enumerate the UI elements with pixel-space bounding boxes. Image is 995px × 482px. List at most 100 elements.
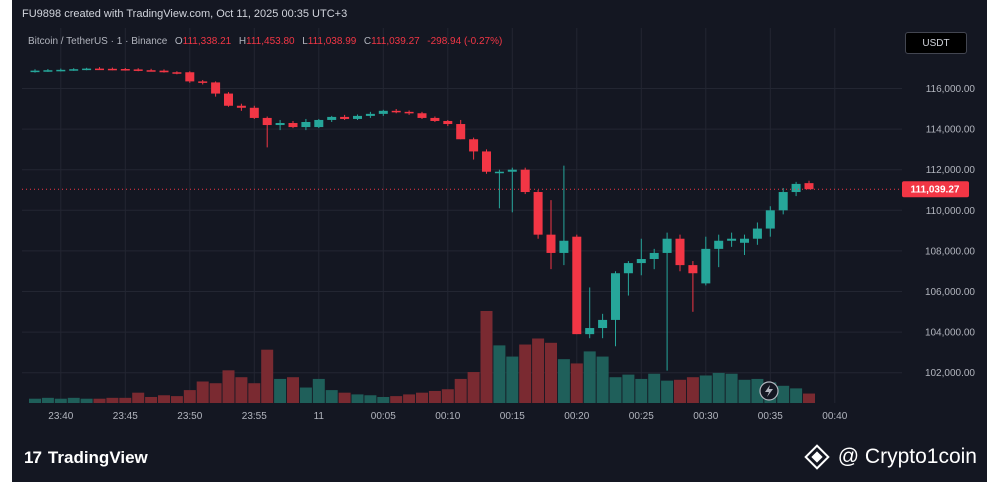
volume-bar bbox=[777, 385, 790, 403]
candle-body bbox=[572, 236, 582, 335]
time-tick-label: 00:15 bbox=[500, 411, 525, 422]
volume-bar bbox=[183, 390, 196, 403]
candle-body bbox=[404, 111, 414, 114]
replay-icon[interactable] bbox=[759, 381, 779, 401]
volume-bar bbox=[145, 396, 158, 403]
candle-body bbox=[391, 110, 401, 113]
time-tick-label: 00:25 bbox=[629, 411, 654, 422]
candle-body bbox=[185, 72, 195, 82]
volume-bar bbox=[390, 396, 403, 403]
volume-bar bbox=[712, 372, 725, 403]
volume-bar bbox=[699, 375, 712, 403]
volume-bar bbox=[467, 372, 480, 403]
time-tick-label: 00:35 bbox=[758, 411, 783, 422]
volume-bar bbox=[235, 377, 248, 403]
candle-body bbox=[378, 110, 388, 114]
candle-body bbox=[211, 82, 221, 94]
high-value: 111,453.80 bbox=[246, 36, 295, 47]
candle-body bbox=[353, 115, 362, 119]
candle-body bbox=[69, 69, 79, 71]
symbol-name[interactable]: Bitcoin / TetherUS · 1 · Binance bbox=[28, 36, 168, 47]
price-axis: 116,000.00 114,000.00 112,000.00 110,000.00… bbox=[925, 84, 975, 379]
volume-bar bbox=[261, 349, 274, 403]
volume-bar bbox=[41, 397, 54, 403]
candle-body bbox=[662, 238, 672, 253]
price-tick-label: 110,000.00 bbox=[926, 206, 976, 217]
time-tick-label: 00:05 bbox=[371, 411, 396, 422]
candle-body bbox=[82, 68, 92, 71]
open-value: 111,338.21 bbox=[182, 36, 232, 47]
candle-body bbox=[120, 69, 130, 71]
volume-bar bbox=[686, 377, 699, 403]
candle-body bbox=[107, 68, 117, 71]
volume-bar bbox=[506, 356, 519, 403]
tradingview-logo[interactable]: 17 TradingView bbox=[24, 444, 148, 472]
candle-body bbox=[417, 113, 427, 118]
low-label: L bbox=[302, 36, 308, 47]
candle-body bbox=[133, 69, 143, 71]
candle-body bbox=[649, 252, 659, 260]
candle-body bbox=[172, 72, 182, 74]
candle-body bbox=[469, 139, 479, 152]
candle-body bbox=[340, 116, 350, 119]
change-value: -298.94 (-0.27%) bbox=[427, 36, 503, 47]
candlestick-chart[interactable]: 116,000.00 114,000.00 112,000.00 110,000.00… bbox=[12, 0, 987, 438]
volume-bar bbox=[493, 345, 506, 403]
candle-body bbox=[198, 81, 208, 83]
symbol-legend: Bitcoin / TetherUS · 1 · Binance O111,33… bbox=[28, 36, 502, 47]
candle-body bbox=[804, 183, 814, 190]
watermark: @ Crypto1coin bbox=[804, 442, 977, 472]
volume-bar bbox=[596, 356, 609, 403]
volume-bar bbox=[170, 396, 183, 403]
currency-button[interactable]: USDT bbox=[905, 32, 967, 54]
volume-bar bbox=[364, 395, 377, 403]
grid bbox=[22, 28, 902, 403]
open-label: O bbox=[174, 36, 183, 47]
binance-diamond-icon bbox=[804, 444, 830, 470]
volume-bar bbox=[738, 379, 751, 403]
snapshot-caption: FU9898 created with TradingView.com, Oct… bbox=[22, 8, 348, 20]
price-tick-label: 112,000.00 bbox=[926, 165, 976, 176]
price-tick-label: 104,000.00 bbox=[925, 328, 975, 339]
volume-bar bbox=[325, 390, 338, 403]
volume-bar bbox=[545, 342, 557, 403]
candle-body bbox=[43, 70, 53, 72]
volume-bar bbox=[196, 381, 209, 403]
volume-bar bbox=[274, 378, 287, 403]
volume-bar bbox=[403, 394, 416, 403]
candle-body bbox=[611, 273, 620, 320]
volume-bar bbox=[54, 398, 67, 403]
time-tick-label: 23:45 bbox=[113, 411, 138, 422]
candle-body bbox=[714, 240, 724, 249]
candle-body bbox=[727, 238, 737, 241]
close-label: C bbox=[363, 36, 372, 47]
volume-bar bbox=[635, 378, 648, 403]
volume-bar bbox=[441, 389, 454, 403]
volume-bar bbox=[132, 392, 145, 403]
price-tick-label: 106,000.00 bbox=[925, 287, 975, 298]
volume-bar bbox=[351, 394, 364, 403]
volume-bar bbox=[377, 396, 390, 403]
time-tick-label: 00:30 bbox=[693, 411, 718, 422]
candle-body bbox=[559, 240, 569, 253]
candle-body bbox=[456, 124, 466, 140]
volume-bar bbox=[209, 383, 222, 403]
candle-body bbox=[675, 238, 685, 266]
tradingview-mark-icon: 17 bbox=[24, 448, 42, 467]
volume-bar bbox=[29, 398, 41, 403]
chart-frame: FU9898 created with TradingView.com, Oct… bbox=[12, 0, 987, 482]
volume-bar bbox=[416, 392, 428, 403]
volume-bar bbox=[674, 379, 686, 403]
volume-bar bbox=[751, 378, 764, 403]
volume-bar bbox=[106, 397, 119, 403]
last-price-label: 111,039.27 bbox=[911, 185, 960, 196]
volume-bar bbox=[583, 351, 596, 403]
candle-body bbox=[546, 234, 556, 253]
time-tick-label: 00:10 bbox=[435, 411, 460, 422]
tradingview-wordmark: TradingView bbox=[47, 448, 148, 467]
time-tick-label: 11 bbox=[314, 411, 325, 422]
volume-bar bbox=[557, 359, 570, 403]
candle-body bbox=[327, 116, 337, 120]
volume-bar bbox=[428, 390, 441, 403]
volume-bars bbox=[29, 310, 815, 403]
